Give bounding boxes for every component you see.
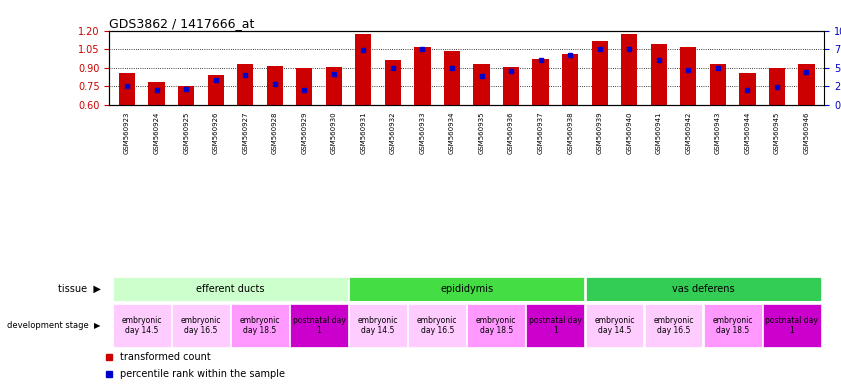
Text: postnatal day
1: postnatal day 1 (765, 316, 818, 335)
Bar (503, 67, 519, 105)
Bar (119, 73, 135, 105)
Text: postnatal day
1: postnatal day 1 (293, 316, 346, 335)
Bar (178, 86, 194, 105)
Text: GDS3862 / 1417666_at: GDS3862 / 1417666_at (109, 17, 255, 30)
Text: transformed count: transformed count (119, 352, 210, 362)
Bar (237, 64, 253, 105)
Bar (267, 66, 283, 105)
Text: embryonic
day 14.5: embryonic day 14.5 (358, 316, 399, 335)
Bar (349, 304, 407, 347)
Bar (704, 304, 762, 347)
Text: efferent ducts: efferent ducts (196, 284, 265, 294)
Bar (113, 304, 171, 347)
Bar (385, 60, 401, 105)
Bar (355, 34, 372, 105)
Bar (408, 304, 466, 347)
Text: development stage  ▶: development stage ▶ (8, 321, 101, 330)
Bar (763, 304, 821, 347)
Bar (473, 64, 489, 105)
Bar (113, 277, 348, 301)
Bar (468, 304, 526, 347)
Bar (769, 68, 785, 105)
Text: postnatal day
1: postnatal day 1 (529, 316, 582, 335)
Text: embryonic
day 16.5: embryonic day 16.5 (417, 316, 458, 335)
Text: embryonic
day 14.5: embryonic day 14.5 (122, 316, 162, 335)
Bar (739, 73, 755, 105)
Text: embryonic
day 16.5: embryonic day 16.5 (653, 316, 694, 335)
Bar (585, 304, 643, 347)
Bar (172, 304, 230, 347)
Bar (680, 47, 696, 105)
Bar (415, 47, 431, 105)
Bar (710, 64, 726, 105)
Bar (526, 304, 584, 347)
Text: epididymis: epididymis (440, 284, 494, 294)
Text: embryonic
day 18.5: embryonic day 18.5 (712, 316, 753, 335)
Bar (208, 75, 224, 105)
Bar (296, 68, 312, 105)
Bar (444, 51, 460, 105)
Bar (562, 54, 579, 105)
Text: embryonic
day 18.5: embryonic day 18.5 (476, 316, 516, 335)
Bar (290, 304, 348, 347)
Bar (325, 66, 342, 105)
Bar (621, 34, 637, 105)
Bar (231, 304, 289, 347)
Bar (591, 41, 608, 105)
Text: vas deferens: vas deferens (672, 284, 734, 294)
Text: tissue  ▶: tissue ▶ (58, 284, 101, 294)
Text: embryonic
day 14.5: embryonic day 14.5 (595, 316, 635, 335)
Bar (349, 277, 584, 301)
Bar (798, 63, 815, 105)
Bar (644, 304, 702, 347)
Bar (651, 44, 667, 105)
Bar (149, 83, 165, 105)
Text: embryonic
day 18.5: embryonic day 18.5 (240, 316, 280, 335)
Text: embryonic
day 16.5: embryonic day 16.5 (181, 316, 221, 335)
Text: percentile rank within the sample: percentile rank within the sample (119, 369, 285, 379)
Bar (532, 59, 548, 105)
Bar (585, 277, 821, 301)
